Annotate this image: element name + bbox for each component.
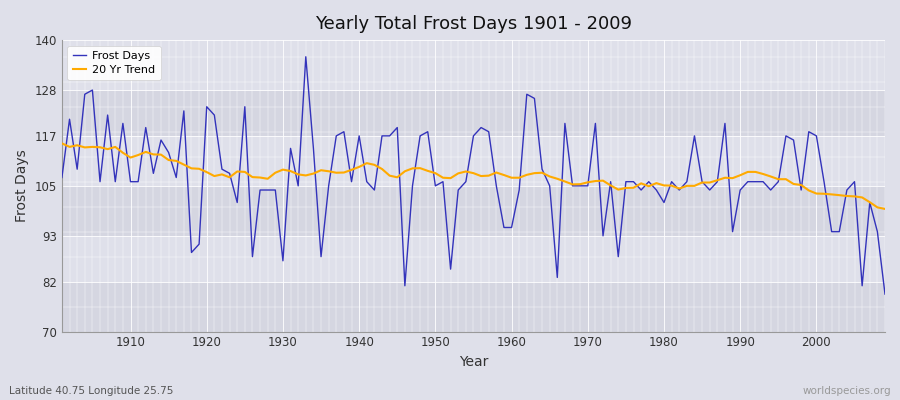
20 Yr Trend (331, 170, 342, 175)
20 Yr Trend (118, 150, 129, 155)
Frost Days (879, 292, 890, 296)
Frost Days (285, 146, 296, 151)
20 Yr Trend (598, 178, 608, 183)
Line: 20 Yr Trend: 20 Yr Trend (62, 143, 885, 209)
20 Yr Trend (285, 169, 296, 174)
20 Yr Trend (879, 206, 890, 211)
Frost Days (338, 129, 349, 134)
Frost Days (57, 175, 68, 180)
Legend: Frost Days, 20 Yr Trend: Frost Days, 20 Yr Trend (68, 46, 160, 80)
Y-axis label: Frost Days: Frost Days (15, 150, 29, 222)
20 Yr Trend (506, 175, 517, 180)
Title: Yearly Total Frost Days 1901 - 2009: Yearly Total Frost Days 1901 - 2009 (315, 15, 632, 33)
Bar (62, 90, 885, 136)
X-axis label: Year: Year (459, 355, 488, 369)
Line: Frost Days: Frost Days (62, 57, 885, 294)
Frost Days (506, 225, 517, 230)
20 Yr Trend (57, 141, 68, 146)
Text: Latitude 40.75 Longitude 25.75: Latitude 40.75 Longitude 25.75 (9, 386, 174, 396)
Text: worldspecies.org: worldspecies.org (803, 386, 891, 396)
Frost Days (301, 54, 311, 59)
Bar (62, 282, 885, 332)
Frost Days (118, 121, 129, 126)
Bar (62, 186, 885, 236)
20 Yr Trend (499, 173, 509, 178)
Frost Days (605, 179, 616, 184)
Frost Days (514, 188, 525, 192)
